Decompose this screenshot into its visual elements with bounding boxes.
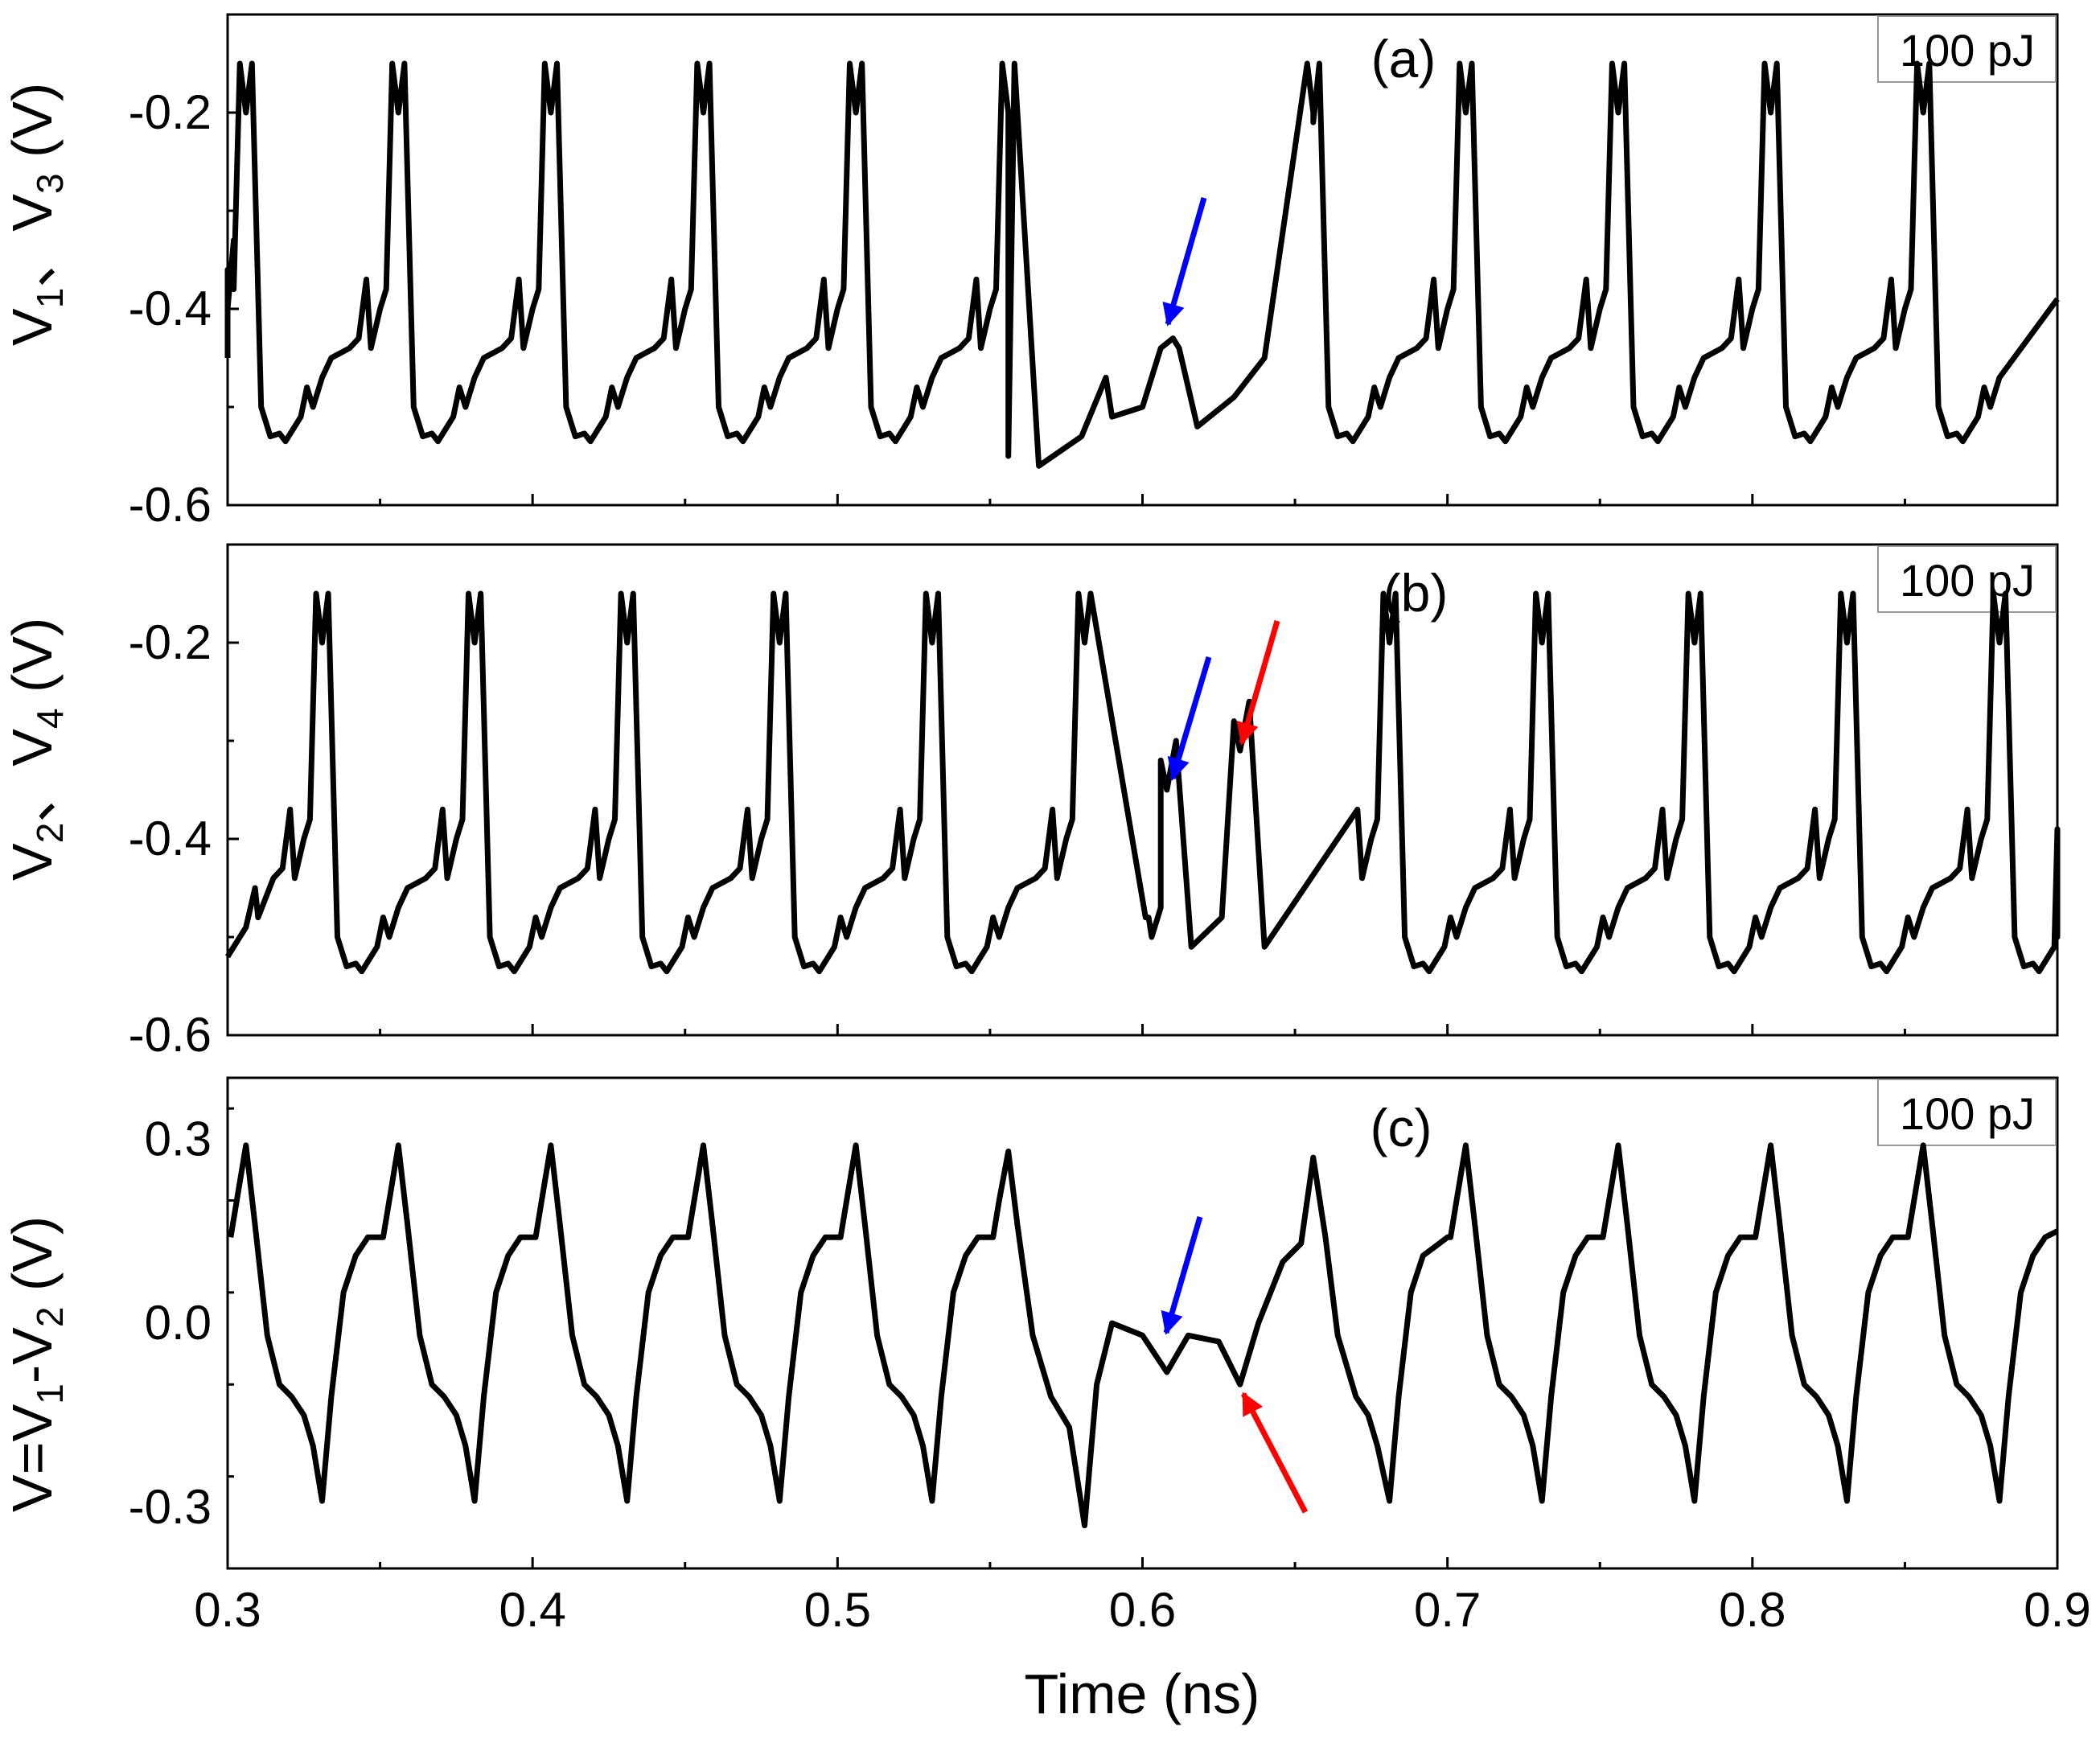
ylabel-sub2: 3 (29, 173, 71, 194)
arrow-blue (1161, 1216, 1203, 1335)
plot-frame (226, 1076, 2059, 1570)
arrow-blue (1167, 656, 1212, 781)
series-line (224, 60, 2060, 469)
y-tick-label: -0.6 (129, 1008, 212, 1062)
panel-label: (c) (1371, 1098, 1432, 1157)
ylabel-v2: V (1, 194, 64, 232)
y-axis-title: V2、V4 (V) (1, 618, 71, 881)
ylabel-mid: -V (1, 1327, 64, 1383)
arrow-red (1236, 620, 1280, 746)
y-tick-label: -0.2 (129, 615, 212, 669)
svg-text:V2、V4 (V): V2、V4 (V) (1, 618, 71, 881)
y-tick-label: -0.6 (129, 478, 212, 532)
ylabel-unit: (V) (1, 83, 64, 174)
ylabel-v: V (1, 843, 64, 881)
energy-box (1877, 545, 2057, 613)
x-tick-label: 0.3 (194, 1583, 261, 1637)
x-tick-label: 0.4 (499, 1583, 565, 1637)
svg-text:V1、V3 (V): V1、V3 (V) (1, 83, 71, 346)
ylabel-sub1: 1 (29, 1383, 71, 1404)
ylabel-sep: 、 (1, 232, 64, 288)
y-ticks: -0.2 -0.4 -0.6 (129, 13, 2059, 532)
plot-frame (226, 543, 2059, 1037)
y-tick-label: -0.4 (129, 812, 212, 865)
series-line (225, 590, 2061, 975)
panel-b: -0.2-0.4-0.6 (b) 100 pJ V2、V4 (V) (1, 543, 2061, 1062)
x-axis-title: Time (ns) (1025, 1663, 1260, 1725)
ylabel-sub1: 1 (29, 288, 71, 309)
x-tick-label: 0.9 (2024, 1583, 2090, 1637)
y-tick-label: -0.4 (129, 282, 212, 335)
arrow-red (1240, 1391, 1309, 1514)
energy-label: 100 pJ (1900, 25, 2035, 76)
energy-box (1877, 1079, 2057, 1146)
ylabel-v2: V (1, 729, 64, 767)
y-ticks: 0.3 0.0 -0.3 (129, 1107, 2059, 1570)
ylabel-sep: 、 (1, 767, 64, 823)
arrow-blue (1162, 197, 1207, 327)
energy-label: 100 pJ (1900, 555, 2035, 606)
x-ticks: 0.3 0.4 0.5 0.6 0.7 0.8 0.9 (194, 1583, 2090, 1637)
ylabel-sub1: 2 (29, 823, 71, 844)
y-tick-label: 0.0 (145, 1296, 212, 1350)
y-tick-label: 0.3 (145, 1112, 212, 1165)
y-tick-label: -0.2 (129, 85, 212, 139)
y-tick-label: -0.3 (129, 1480, 212, 1534)
ylabel-sub2: 2 (29, 1307, 71, 1328)
ylabel-v: V=V (1, 1404, 64, 1512)
x-tick-label: 0.5 (804, 1583, 871, 1637)
series-line (228, 1142, 2059, 1529)
energy-box (1877, 15, 2057, 83)
x-tick-label: 0.6 (1109, 1583, 1176, 1637)
ylabel-v: V (1, 308, 64, 346)
panel-a: -0.2-0.4-0.6 (a) 100 pJ V1、V3 (V) (1, 13, 2060, 532)
energy-label: 100 pJ (1900, 1088, 2035, 1139)
y-axis-title: V=V1-V2 (V) (1, 1216, 71, 1512)
panel-label: (a) (1371, 29, 1436, 88)
x-tick-label: 0.8 (1719, 1583, 1786, 1637)
y-axis-title: V1、V3 (V) (1, 83, 71, 346)
svg-text:V=V1-V2 (V): V=V1-V2 (V) (1, 1216, 71, 1512)
ylabel-sub2: 4 (29, 708, 71, 729)
x-tick-label: 0.7 (1414, 1583, 1481, 1637)
panel-c: 0.3 0.0 -0.3 0.3 0.4 0.5 0.6 0.7 0.8 0.9 (c) 100… (1, 1076, 2091, 1725)
ylabel-unit: (V) (1, 618, 64, 709)
ylabel-unit: (V) (1, 1216, 64, 1307)
y-ticks: -0.2 -0.4 -0.6 (129, 543, 2059, 1062)
